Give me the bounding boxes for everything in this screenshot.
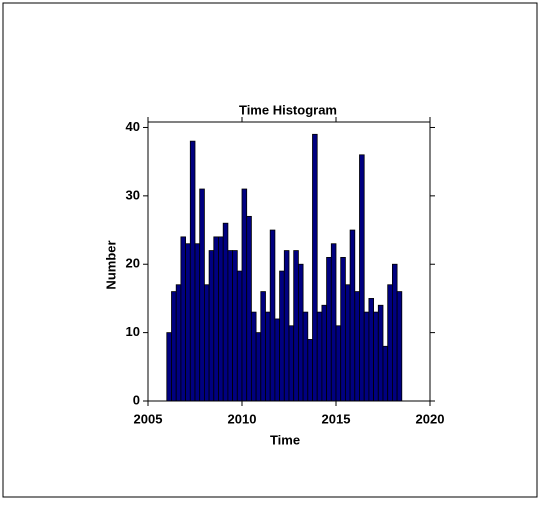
- frame: [2, 2, 538, 498]
- bar: [288, 325, 295, 402]
- bar: [363, 311, 370, 402]
- bar: [255, 332, 262, 402]
- bar: [250, 311, 257, 402]
- bar: [373, 311, 379, 402]
- bar: [349, 229, 356, 402]
- bar: [260, 291, 266, 402]
- bar: [279, 270, 285, 402]
- x-axis-label: Time: [270, 432, 300, 447]
- bar: [302, 311, 309, 402]
- y-tick-label: 20: [126, 256, 140, 271]
- y-axis-label: Number: [103, 240, 118, 289]
- bar: [208, 250, 215, 402]
- bar: [213, 236, 219, 402]
- bar: [199, 188, 205, 402]
- bar: [387, 284, 393, 402]
- bar: [377, 304, 384, 402]
- y-tick-label: 40: [126, 119, 140, 134]
- x-tick-label: 2020: [416, 411, 445, 426]
- bar: [330, 243, 337, 402]
- bar: [185, 243, 191, 402]
- bar: [227, 250, 233, 402]
- y-tick-label: 10: [126, 324, 140, 339]
- bar: [241, 188, 248, 402]
- bar: [359, 154, 365, 402]
- bar: [180, 236, 186, 402]
- x-tick-label: 2015: [322, 411, 351, 426]
- bar: [396, 291, 403, 402]
- bar: [307, 339, 313, 402]
- bar: [274, 318, 280, 402]
- bar: [316, 311, 323, 402]
- bar: [382, 345, 389, 402]
- bar: [265, 311, 271, 402]
- bar: [269, 229, 276, 402]
- x-tick-label: 2010: [228, 411, 257, 426]
- bar: [297, 263, 304, 402]
- bar: [391, 263, 398, 402]
- y-tick-label: 0: [133, 392, 140, 407]
- bar: [203, 284, 210, 402]
- bar: [312, 133, 318, 402]
- y-tick-label: 30: [126, 187, 140, 202]
- bar: [368, 298, 374, 402]
- bar: [354, 291, 360, 402]
- bar: [218, 236, 224, 402]
- bar: [283, 250, 290, 402]
- bar: [344, 284, 351, 402]
- bar: [340, 256, 346, 402]
- bar: [321, 304, 327, 402]
- bar: [326, 256, 332, 402]
- chart-title: Time Histogram: [239, 102, 337, 117]
- bar: [232, 250, 238, 402]
- bar: [246, 215, 252, 402]
- bar: [222, 222, 229, 402]
- bar: [236, 270, 243, 402]
- plot-frame: [147, 121, 431, 402]
- bar: [189, 140, 196, 402]
- bar: [171, 291, 177, 402]
- bar: [335, 325, 342, 402]
- bar: [166, 332, 172, 402]
- bar: [194, 243, 201, 402]
- x-tick-label: 2005: [134, 411, 163, 426]
- bar: [175, 284, 182, 402]
- bar: [293, 250, 299, 402]
